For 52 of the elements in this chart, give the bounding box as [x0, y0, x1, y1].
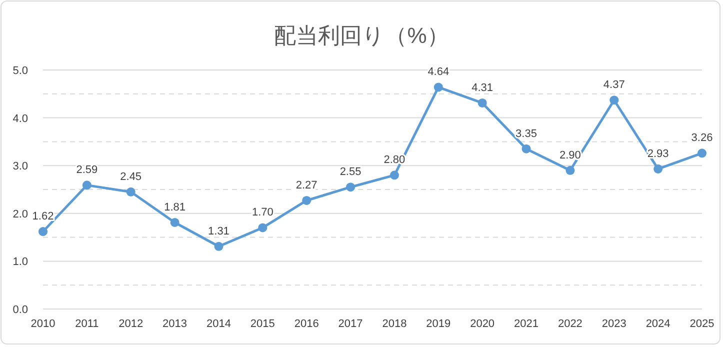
x-tick-label: 2024: [646, 318, 670, 330]
data-label: 4.31: [472, 82, 494, 94]
point: [478, 98, 487, 108]
point: [126, 187, 136, 196]
data-label: 3.35: [516, 128, 537, 140]
x-tick-label: 2011: [75, 318, 99, 330]
x-tick-label: 2010: [30, 318, 56, 330]
point: [82, 180, 92, 190]
point: [390, 170, 399, 180]
chart-title: 配当利回り（%）: [274, 23, 449, 48]
x-tick-label: 2018: [382, 318, 407, 330]
y-tick-label: 2.0: [12, 208, 28, 220]
point: [522, 144, 531, 154]
data-label: 4.37: [603, 79, 625, 92]
x-tick-label: 2012: [118, 318, 144, 330]
x-tick-label: 2025: [690, 318, 714, 330]
point: [346, 182, 356, 192]
data-label: 2.59: [76, 164, 98, 176]
data-label: 1.62: [32, 210, 54, 223]
point: [302, 196, 312, 205]
y-tick-label: 5.0: [12, 65, 28, 77]
point: [258, 223, 268, 232]
point: [434, 82, 443, 92]
x-tick-label: 2015: [250, 318, 275, 330]
x-tick-label: 2023: [602, 318, 626, 330]
x-tick-label: 2022: [558, 318, 582, 330]
data-label: 3.26: [691, 132, 713, 144]
point: [697, 148, 707, 158]
point: [610, 96, 619, 105]
x-tick-label: 2017: [338, 318, 363, 330]
data-label: 4.64: [428, 66, 450, 78]
x-tick-label: 2014: [206, 318, 231, 330]
data-label: 2.55: [340, 166, 362, 178]
data-label: 1.31: [208, 225, 230, 238]
x-tick-label: 2019: [426, 318, 451, 330]
point: [214, 242, 224, 251]
y-tick-label: 4.0: [12, 112, 28, 125]
point: [170, 218, 180, 227]
x-tick-label: 2016: [294, 318, 319, 330]
data-label: 2.45: [120, 170, 142, 183]
x-tick-label: 2013: [162, 318, 188, 330]
y-tick-label: 3.0: [12, 160, 28, 173]
point: [38, 227, 48, 236]
x-tick-label: 2020: [470, 318, 495, 330]
point: [566, 166, 575, 175]
y-tick-label: 1.0: [12, 256, 28, 268]
point: [654, 164, 663, 174]
data-label: 1.70: [252, 206, 274, 219]
y-tick-label: 0.0: [12, 304, 28, 316]
data-label: 1.81: [164, 201, 186, 214]
data-label: 2.27: [296, 179, 318, 192]
x-tick-label: 2021: [514, 318, 539, 330]
